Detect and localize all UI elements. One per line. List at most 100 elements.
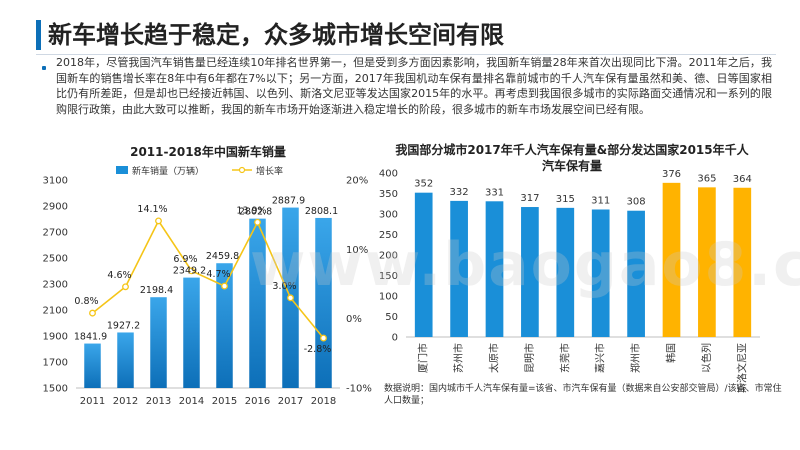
x-axis-tick-label: 韩国 bbox=[665, 343, 678, 363]
x-axis-tick-label: 2014 bbox=[179, 396, 204, 407]
growth-rate-point bbox=[254, 218, 261, 226]
x-axis-tick-label: 2015 bbox=[212, 396, 237, 407]
x-axis-tick-label: 东莞市 bbox=[558, 343, 571, 373]
y2-axis-tick-label: 10% bbox=[346, 245, 368, 256]
y-axis-tick-label: 1900 bbox=[43, 332, 68, 343]
growth-data-label: -2.8% bbox=[304, 344, 332, 355]
title-divider bbox=[36, 54, 776, 55]
ownership-data-label: 311 bbox=[591, 195, 610, 206]
ownership-bar bbox=[521, 207, 539, 337]
sales-data-label: 2198.4 bbox=[140, 285, 173, 296]
y2-axis-tick-label: -10% bbox=[346, 384, 372, 395]
growth-rate-point bbox=[188, 267, 195, 275]
sales-data-label: 1927.2 bbox=[107, 320, 140, 331]
y2-axis-tick-label: 0% bbox=[346, 314, 362, 325]
growth-rate-point bbox=[320, 334, 327, 342]
x-axis-tick-label: 斯洛文尼亚 bbox=[735, 343, 748, 393]
growth-rate-point bbox=[287, 294, 294, 302]
y-axis-tick-label: 250 bbox=[379, 230, 398, 241]
ownership-data-label: 365 bbox=[697, 173, 716, 184]
sales-data-label: 1841.9 bbox=[74, 332, 107, 343]
ownership-bar bbox=[485, 201, 504, 337]
ownership-data-label: 332 bbox=[450, 187, 469, 198]
legend-sales-swatch bbox=[116, 166, 128, 174]
growth-rate-point bbox=[155, 217, 162, 225]
legend-growth-marker bbox=[238, 166, 246, 174]
y-axis-tick-label: 2500 bbox=[43, 254, 68, 265]
y-axis-tick-label: 350 bbox=[379, 189, 398, 200]
y-axis-tick-label: 400 bbox=[379, 169, 398, 180]
growth-data-label: 14.1% bbox=[137, 204, 167, 215]
ownership-data-label: 308 bbox=[627, 197, 646, 208]
growth-data-label: 4.6% bbox=[107, 270, 131, 281]
growth-data-label: 3.0% bbox=[272, 281, 296, 292]
growth-data-label: 13.9% bbox=[236, 205, 266, 216]
ownership-bar bbox=[627, 210, 645, 337]
sales-bar bbox=[84, 343, 101, 388]
legend-growth-label: 增长率 bbox=[256, 165, 283, 177]
sales-data-label: 2459.8 bbox=[206, 251, 239, 262]
ownership-data-label: 317 bbox=[520, 193, 539, 204]
ownership-data-label: 364 bbox=[733, 174, 752, 185]
ownership-data-label: 331 bbox=[485, 187, 504, 198]
x-axis-tick-label: 苏州市 bbox=[452, 343, 465, 373]
ownership-bar bbox=[450, 200, 468, 337]
ownership-bar bbox=[698, 187, 716, 337]
ownership-data-label: 315 bbox=[556, 194, 575, 205]
x-axis-tick-label: 2016 bbox=[245, 396, 270, 407]
bullet-icon bbox=[42, 66, 46, 70]
chart2-title-line1: 我国部分城市2017年千人汽车保有量&部分发达国家2015年千人 bbox=[395, 142, 749, 157]
sales-data-label: 2808.1 bbox=[305, 206, 338, 217]
x-axis-tick-label: 太原市 bbox=[488, 343, 501, 373]
growth-data-label: 6.9% bbox=[173, 254, 197, 265]
y-axis-tick-label: 3100 bbox=[43, 176, 68, 187]
y-axis-tick-label: 2900 bbox=[43, 202, 68, 213]
sales-bar bbox=[216, 263, 233, 388]
y-axis-tick-label: 2300 bbox=[43, 280, 68, 291]
ownership-bar bbox=[414, 192, 433, 337]
chart2-title-line2: 汽车保有量 bbox=[542, 158, 602, 173]
growth-rate-line bbox=[92, 219, 325, 339]
y-axis-tick-label: 1700 bbox=[43, 358, 68, 369]
x-axis-tick-label: 2018 bbox=[311, 396, 336, 407]
sales-data-label: 2349.2 bbox=[173, 266, 206, 277]
y-axis-tick-label: 50 bbox=[385, 312, 398, 323]
footnote: 数据说明：国内城市千人汽车保有量=该省、市汽车保有量（数据来自公安部交管局）/该… bbox=[384, 384, 782, 406]
y-axis-tick-label: 0 bbox=[392, 333, 398, 344]
x-axis-tick-label: 2017 bbox=[278, 396, 303, 407]
sales-data-label: 2802.8 bbox=[239, 207, 272, 218]
growth-rate-point bbox=[122, 283, 129, 291]
x-axis-tick-label: 厦门市 bbox=[417, 343, 430, 373]
sales-data-label: 2887.9 bbox=[272, 196, 305, 207]
x-axis-tick-label: 以色列 bbox=[700, 343, 713, 373]
y-axis-tick-label: 2700 bbox=[43, 228, 68, 239]
legend-sales-label: 新车销量（万辆） bbox=[132, 165, 204, 177]
sales-bar bbox=[150, 297, 167, 388]
y-axis-tick-label: 2100 bbox=[43, 306, 68, 317]
x-axis-tick-label: 昆明市 bbox=[523, 343, 536, 373]
ownership-bar bbox=[662, 182, 681, 337]
growth-rate-point bbox=[221, 282, 228, 290]
y-axis-tick-label: 200 bbox=[379, 251, 398, 262]
y-axis-tick-label: 300 bbox=[379, 210, 398, 221]
ownership-bar bbox=[733, 187, 752, 337]
growth-data-label: 4.7% bbox=[206, 269, 230, 280]
y-axis-tick-label: 150 bbox=[379, 271, 398, 282]
sales-bar bbox=[249, 218, 266, 388]
sales-bar bbox=[117, 332, 134, 388]
x-axis-tick-label: 2013 bbox=[146, 396, 171, 407]
growth-data-label: 0.8% bbox=[74, 296, 98, 307]
ownership-bar bbox=[556, 207, 575, 337]
summary-paragraph: 2018年，尽管我国汽车销售量已经连续10年排名世界第一，但是受到多方面因素影响… bbox=[56, 56, 772, 116]
page-title: 新车增长趋于稳定，众多城市增长空间有限 bbox=[48, 21, 504, 49]
x-axis-tick-label: 郑州市 bbox=[629, 343, 642, 373]
x-axis-tick-label: 2012 bbox=[113, 396, 138, 407]
growth-rate-point bbox=[89, 309, 96, 317]
y-axis-tick-label: 1500 bbox=[43, 384, 68, 395]
y2-axis-tick-label: 20% bbox=[346, 176, 368, 187]
sales-bar bbox=[315, 217, 332, 388]
y-axis-tick-label: 100 bbox=[379, 292, 398, 303]
sales-bar bbox=[183, 277, 200, 388]
